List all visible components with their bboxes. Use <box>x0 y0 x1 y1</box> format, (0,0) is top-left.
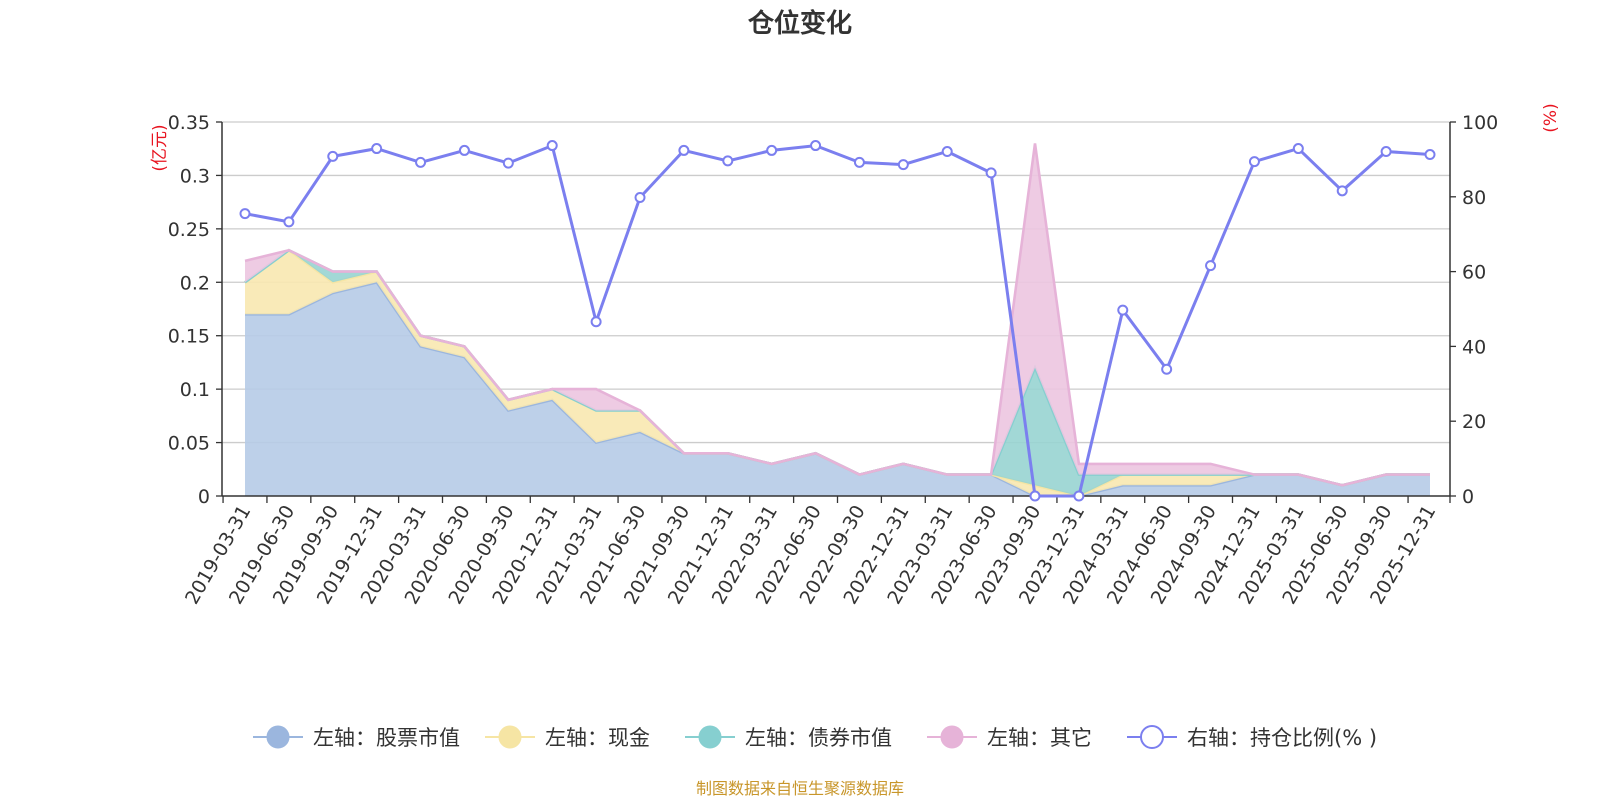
area-edge-左轴：其它 <box>244 143 1430 487</box>
legend-item[interactable]: 右轴：持仓比例(% ) <box>1127 725 1377 750</box>
legend-marker <box>498 725 522 749</box>
left-tick-label: 0.2 <box>180 272 210 294</box>
left-tick-label: 0.25 <box>168 219 210 241</box>
ratio-point[interactable] <box>1380 146 1392 158</box>
ratio-point[interactable] <box>678 144 690 156</box>
legend-label: 左轴：现金 <box>545 726 650 750</box>
left-tick-label: 0.15 <box>168 326 210 348</box>
legend-marker <box>940 725 964 749</box>
ratio-line-path <box>244 143 1431 498</box>
ratio-point[interactable] <box>327 150 339 162</box>
ratio-line-series <box>239 140 1436 502</box>
legend-label: 左轴：债券市值 <box>745 726 892 750</box>
ratio-point[interactable] <box>634 192 646 204</box>
ratio-point[interactable] <box>810 140 822 152</box>
legend-item[interactable]: 左轴：其它 <box>927 725 1092 750</box>
area-左轴：债券市值 <box>245 250 1430 496</box>
legend[interactable]: 左轴：股票市值 左轴：现金 左轴：债券市值 左轴：其它 右轴：持仓比例(% ) <box>253 725 1377 750</box>
ratio-point[interactable] <box>941 146 953 158</box>
right-tick-label: 20 <box>1462 411 1486 433</box>
ratio-point[interactable] <box>546 140 558 152</box>
ratio-point[interactable] <box>1292 143 1304 155</box>
left-axis-label: (亿元) <box>150 124 170 171</box>
area-左轴：现金 <box>245 250 1430 496</box>
ratio-point[interactable] <box>722 155 734 167</box>
legend-item[interactable]: 左轴：债券市值 <box>685 725 892 750</box>
right-tick-label: 0 <box>1462 486 1474 508</box>
ratio-point[interactable] <box>1073 490 1085 502</box>
ratio-point[interactable] <box>853 156 865 168</box>
legend-label: 右轴：持仓比例(% ) <box>1187 726 1377 750</box>
ratio-point[interactable] <box>502 157 514 169</box>
ratio-point[interactable] <box>1117 304 1129 316</box>
legend-item[interactable]: 左轴：现金 <box>485 725 650 750</box>
ratio-point[interactable] <box>1336 185 1348 197</box>
right-tick-label: 100 <box>1462 112 1498 134</box>
ratio-point[interactable] <box>1248 156 1260 168</box>
right-tick-label: 60 <box>1462 262 1486 284</box>
legend-marker <box>698 725 722 749</box>
ratio-point[interactable] <box>239 208 251 220</box>
ratio-point[interactable] <box>1205 260 1217 272</box>
ratio-point[interactable] <box>283 216 295 228</box>
legend-marker <box>266 725 290 749</box>
ratio-point[interactable] <box>1424 149 1436 161</box>
legend-label: 左轴：股票市值 <box>313 726 460 750</box>
ratio-point[interactable] <box>371 143 383 155</box>
ratio-point[interactable] <box>415 156 427 168</box>
right-tick-label: 40 <box>1462 336 1486 358</box>
left-tick-label: 0.05 <box>168 433 210 455</box>
ratio-point[interactable] <box>1029 490 1041 502</box>
ratio-point[interactable] <box>766 144 778 156</box>
left-tick-label: 0.3 <box>180 165 210 187</box>
left-tick-label: 0.35 <box>168 112 210 134</box>
ratio-point[interactable] <box>1161 363 1173 375</box>
ratio-point[interactable] <box>590 316 602 328</box>
legend-item[interactable]: 左轴：股票市值 <box>253 725 460 750</box>
chart-title: 仓位变化 <box>747 8 852 39</box>
left-tick-label: 0.1 <box>180 379 210 401</box>
ratio-point[interactable] <box>897 159 909 171</box>
ratio-point[interactable] <box>458 144 470 156</box>
area-左轴：股票市值 <box>245 282 1430 496</box>
legend-label: 左轴：其它 <box>987 726 1092 750</box>
right-tick-label: 80 <box>1462 187 1486 209</box>
stacked-areas <box>244 143 1430 498</box>
legend-marker <box>1140 725 1164 749</box>
source-note: 制图数据来自恒生聚源数据库 <box>696 779 904 798</box>
ratio-point[interactable] <box>985 167 997 179</box>
right-axis-label: (%) <box>1541 103 1561 132</box>
left-tick-label: 0 <box>198 486 210 508</box>
